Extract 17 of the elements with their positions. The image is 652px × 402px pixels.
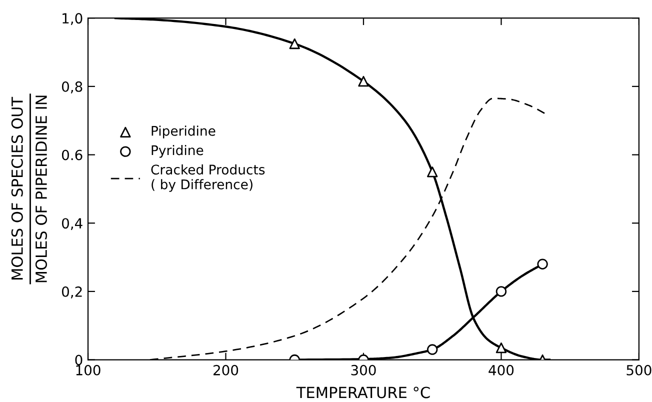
y-tick-label: 0.6 — [62, 150, 82, 160]
x-tick-label: 400 — [488, 364, 514, 376]
legend-label: Cracked Products ( by Difference) — [151, 164, 265, 192]
legend-label: Pyridine — [152, 145, 204, 158]
x-axis-title: TEMPERATURE °C — [296, 386, 430, 398]
x-tick-label: 500 — [626, 364, 652, 376]
y-tick-label: 0,8 — [62, 81, 82, 94]
x-tick-label: 100 — [76, 364, 100, 376]
y-tick-label: 0,4 — [62, 218, 82, 230]
y-tick-label: 0,2 — [62, 286, 82, 298]
x-tick-label: 300 — [351, 364, 376, 376]
y-tick-label: 1,0 — [62, 13, 82, 25]
text: MOLES OF PIPERIDINE IN — [35, 96, 47, 282]
text: MOLES OF SPECIES OUT — [11, 96, 23, 280]
y-tick-label: 0 — [75, 354, 82, 366]
x-tick-label: 200 — [214, 364, 238, 376]
legend-label: Piperidine — [152, 126, 216, 138]
